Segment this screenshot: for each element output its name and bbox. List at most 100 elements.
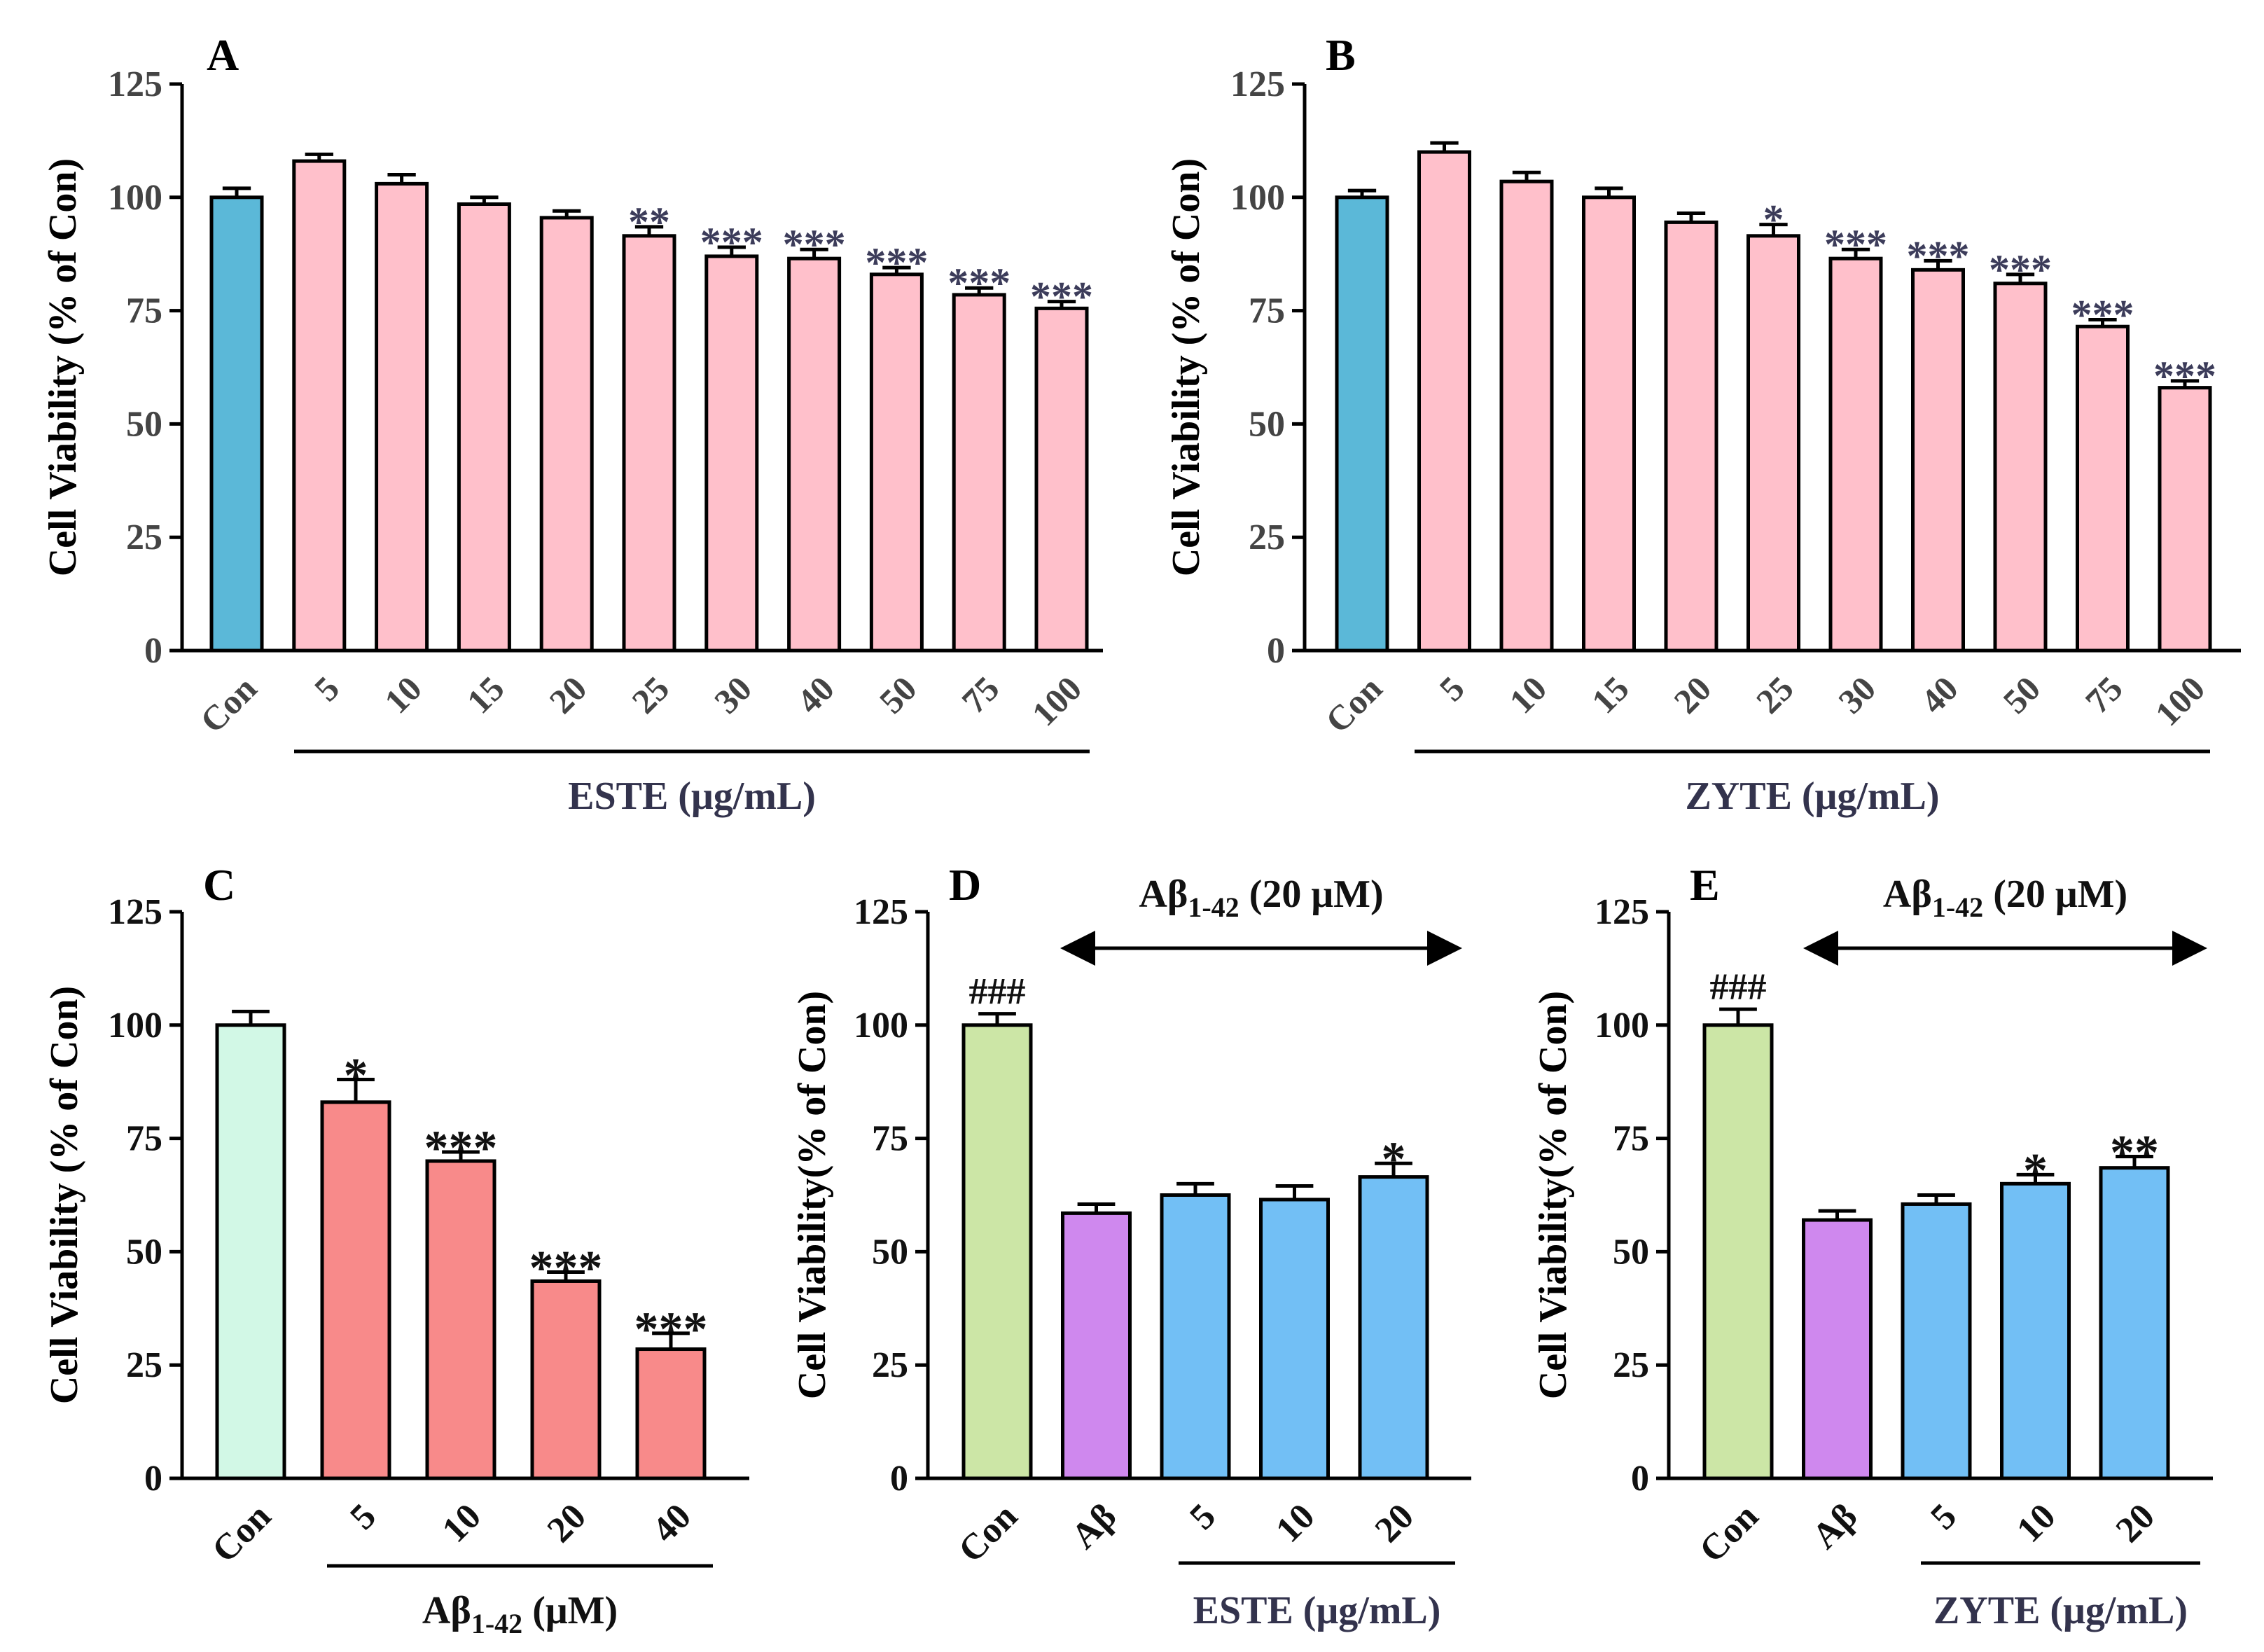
bar bbox=[635, 1347, 707, 1480]
panel-e: E 0 25 50 75 100 125 Cell Viability(% of Con) ##… bbox=[1532, 860, 2213, 1632]
bar bbox=[1911, 268, 1965, 653]
group-label: ZYTE (μg/mL) bbox=[1685, 775, 1939, 818]
x-tick-label: Con bbox=[1318, 669, 1390, 741]
significance-mark: *** bbox=[1907, 232, 1970, 279]
y-tick-label: 0 bbox=[1267, 631, 1285, 671]
y-tick-label: 25 bbox=[1249, 518, 1285, 557]
x-tick-label: Con bbox=[204, 1497, 279, 1571]
x-tick-label: 5 bbox=[1431, 669, 1471, 709]
panel-a: A 0 25 50 75 100 125 Cell Viability (% of Con) C… bbox=[41, 30, 1103, 818]
x-tick-label: 75 bbox=[2078, 669, 2130, 721]
x-tick-label: 40 bbox=[1913, 669, 1966, 721]
x-tick-label: 10 bbox=[1501, 669, 1554, 721]
x-tick-label: 10 bbox=[435, 1497, 489, 1550]
bar bbox=[457, 202, 511, 653]
significance-mark: * bbox=[1763, 197, 1784, 243]
x-tick-label: 5 bbox=[342, 1497, 384, 1538]
significance-mark: *** bbox=[1989, 247, 2052, 293]
panel-label: B bbox=[1326, 30, 1356, 80]
bar bbox=[539, 216, 594, 653]
y-axis-label: Cell Viability(% of Con) bbox=[1532, 991, 1575, 1399]
bar bbox=[869, 272, 924, 653]
significance-mark: *** bbox=[1030, 274, 1093, 320]
x-tick-label: 100 bbox=[2148, 669, 2213, 734]
x-tick-label: 5 bbox=[307, 669, 347, 709]
panel-d: D 0 25 50 75 100 125 Cell Viability(% of Con) ##… bbox=[791, 860, 1471, 1632]
significance-mark: * bbox=[344, 1049, 368, 1103]
significance-mark: ** bbox=[628, 199, 670, 245]
bar bbox=[292, 159, 347, 653]
bar bbox=[1828, 256, 1883, 653]
x-tick-label: 100 bbox=[1025, 669, 1090, 734]
x-tick-label: 75 bbox=[954, 669, 1006, 721]
bar bbox=[2076, 324, 2130, 653]
bar bbox=[1335, 195, 1389, 653]
significance-mark: *** bbox=[1824, 221, 1887, 268]
significance-mark: ### bbox=[969, 971, 1026, 1013]
y-tick-label: 100 bbox=[108, 178, 162, 218]
y-axis-label: Cell Viability (% of Con) bbox=[1165, 158, 1208, 576]
bar bbox=[1664, 220, 1718, 653]
y-tick-label: 100 bbox=[854, 1006, 908, 1046]
bar bbox=[530, 1279, 602, 1480]
bar bbox=[320, 1100, 391, 1480]
significance-mark: *** bbox=[634, 1303, 708, 1356]
y-tick-label: 0 bbox=[890, 1459, 908, 1499]
bar bbox=[425, 1159, 496, 1480]
y-tick-label: 75 bbox=[1613, 1119, 1649, 1159]
panel-c: C 0 25 50 75 100 125 Cell Viability (% of Con) C… bbox=[43, 860, 749, 1639]
y-tick-label: 50 bbox=[126, 1232, 162, 1272]
panel-label: A bbox=[207, 30, 239, 80]
significance-mark: *** bbox=[783, 221, 846, 268]
y-tick-label: 125 bbox=[108, 64, 162, 104]
y-tick-label: 75 bbox=[126, 291, 162, 331]
bar bbox=[961, 1023, 1033, 1480]
significance-mark: *** bbox=[947, 260, 1011, 306]
y-axis-label: Cell Viability (% of Con) bbox=[43, 986, 86, 1404]
bar bbox=[1746, 234, 1800, 653]
bar bbox=[215, 1023, 286, 1480]
x-tick-label: 20 bbox=[1368, 1497, 1422, 1550]
x-tick-label: 25 bbox=[1749, 669, 1801, 721]
y-tick-label: 100 bbox=[108, 1006, 162, 1046]
bar bbox=[375, 181, 429, 653]
x-tick-label: 40 bbox=[789, 669, 842, 721]
y-tick-label: 100 bbox=[1230, 178, 1285, 218]
significance-mark: *** bbox=[2071, 292, 2134, 338]
significance-mark: * bbox=[2023, 1144, 2048, 1198]
y-tick-label: 50 bbox=[872, 1232, 908, 1272]
y-tick-label: 0 bbox=[144, 631, 162, 671]
x-tick-label: Con bbox=[951, 1497, 1025, 1571]
y-tick-label: 75 bbox=[872, 1119, 908, 1159]
x-tick-label: 20 bbox=[2109, 1497, 2162, 1550]
y-tick-label: 0 bbox=[144, 1459, 162, 1499]
significance-mark: *** bbox=[700, 219, 763, 265]
significance-mark: *** bbox=[2153, 353, 2216, 399]
y-tick-label: 125 bbox=[1230, 64, 1285, 104]
bar bbox=[704, 254, 759, 653]
y-tick-label: 25 bbox=[126, 518, 162, 557]
bar bbox=[1034, 306, 1089, 653]
y-tick-label: 125 bbox=[854, 892, 908, 932]
x-tick-label: 30 bbox=[707, 669, 759, 721]
x-tick-label: 15 bbox=[1584, 669, 1637, 721]
significance-mark: * bbox=[1382, 1133, 1406, 1187]
y-axis-label: Cell Viability (% of Con) bbox=[41, 158, 85, 576]
bar bbox=[1061, 1211, 1132, 1480]
y-tick-label: 0 bbox=[1631, 1459, 1649, 1499]
x-tick-label: 20 bbox=[541, 669, 594, 721]
bar bbox=[787, 256, 842, 653]
x-tick-label: 5 bbox=[1182, 1497, 1223, 1538]
x-tick-label: 15 bbox=[459, 669, 512, 721]
bar bbox=[1993, 282, 2048, 653]
y-tick-label: 75 bbox=[126, 1119, 162, 1159]
significance-mark: ** bbox=[2110, 1126, 2159, 1180]
y-tick-label: 100 bbox=[1595, 1006, 1649, 1046]
y-tick-label: 75 bbox=[1249, 291, 1285, 331]
y-axis-label: Cell Viability(% of Con) bbox=[791, 991, 834, 1399]
bar bbox=[1802, 1218, 1873, 1480]
significance-mark: *** bbox=[424, 1122, 498, 1176]
x-tick-label: 5 bbox=[1923, 1497, 1964, 1538]
bar bbox=[1160, 1193, 1231, 1480]
